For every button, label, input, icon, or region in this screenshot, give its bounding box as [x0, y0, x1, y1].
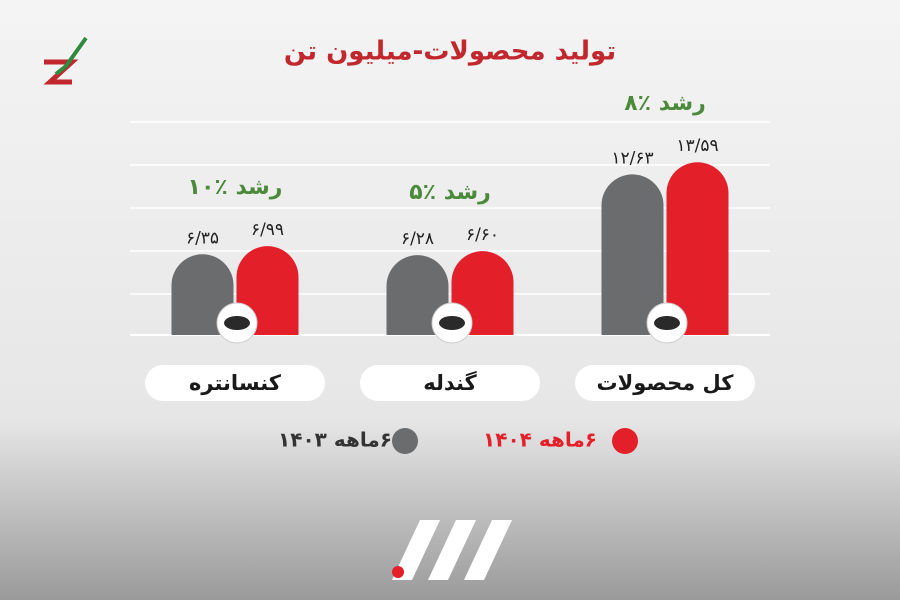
value-label: ۶/۶۰ [466, 225, 499, 245]
bar [386, 255, 449, 335]
x-tick-label: کل محصولات [596, 371, 734, 395]
bar [666, 162, 729, 335]
value-label: ۱۲/۶۳ [611, 148, 653, 168]
x-tick-label: کنسانتره [189, 371, 282, 395]
growth-label: رشد ٪۸ [624, 91, 706, 116]
bar [171, 254, 234, 335]
chart-title: تولید محصولات-میلیون تن [284, 37, 616, 67]
product-icon-ore [439, 316, 465, 330]
value-label: ۱۳/۵۹ [676, 136, 718, 156]
product-icon-ore [224, 316, 250, 330]
category-pill [575, 365, 755, 401]
value-label: ۶/۹۹ [251, 220, 284, 240]
legend-swatch [392, 428, 418, 454]
logo-top [43, 36, 88, 85]
legend-label: ۶ماهه ۱۴۰۳ [278, 428, 392, 452]
growth-label: رشد ٪۵ [409, 180, 491, 205]
growth-label: رشد ٪۱۰ [188, 175, 283, 200]
bar [601, 174, 664, 335]
legend-swatch [612, 428, 638, 454]
value-label: ۶/۳۵ [186, 228, 219, 248]
logo-bottom [392, 520, 512, 580]
product-icon-ore [654, 316, 680, 330]
category-pill [360, 365, 540, 401]
category-pill [145, 365, 325, 401]
value-label: ۶/۲۸ [401, 229, 434, 249]
x-tick-label: گندله [423, 370, 477, 395]
legend-label: ۶ماهه ۱۴۰۴ [483, 428, 597, 452]
